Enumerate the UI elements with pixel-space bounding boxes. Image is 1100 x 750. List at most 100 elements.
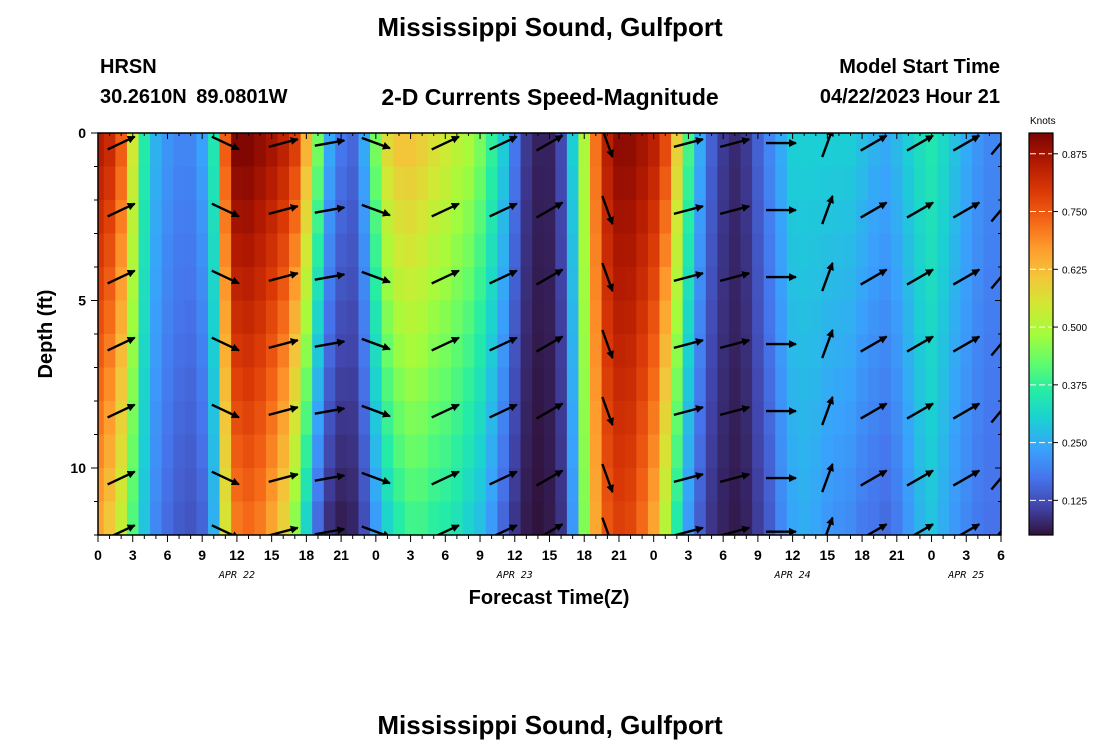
heatmap-cell <box>196 401 209 436</box>
heatmap-cell <box>358 166 371 201</box>
heatmap-cell <box>265 267 279 302</box>
heatmap-cell <box>474 401 487 436</box>
heatmap-cell <box>809 501 823 535</box>
heatmap-cell <box>879 166 892 201</box>
heatmap-cell <box>902 166 915 201</box>
heatmap-cell <box>138 468 151 503</box>
current-vector-arrow <box>211 202 240 218</box>
heatmap-cell <box>717 334 730 369</box>
heatmap-cell <box>312 434 325 469</box>
heatmap-cell <box>300 334 313 369</box>
heatmap-cell <box>659 334 672 369</box>
heatmap-cell <box>381 200 395 235</box>
heatmap-cell <box>833 300 846 335</box>
heatmap-cell <box>705 367 719 402</box>
heatmap-cell <box>207 200 221 235</box>
heatmap-cell <box>937 367 950 402</box>
heatmap-cell <box>694 133 707 168</box>
heatmap-cell <box>659 434 672 469</box>
heatmap-cell <box>983 300 997 335</box>
current-vector-arrow <box>314 405 346 415</box>
heatmap-cell <box>508 501 522 535</box>
heatmap-cell <box>590 434 603 469</box>
heatmap-cell <box>150 434 163 469</box>
heatmap-cell <box>451 300 464 335</box>
x-axis: 0 3 6 9 12 15 18 21 0 3 6 9 12 15 18 21 0 3 6 9 12 15 18 21 0 3 6 A… <box>94 133 1005 581</box>
heatmap-cell <box>265 468 279 503</box>
current-vector-arrow <box>268 271 299 283</box>
heatmap-cell <box>520 501 533 535</box>
heatmap-cell <box>115 267 128 302</box>
heatmap-cell <box>728 434 742 469</box>
heatmap-cell <box>404 367 418 402</box>
heatmap-cell <box>624 133 638 168</box>
heatmap-cell <box>161 334 175 369</box>
heatmap-cell <box>856 166 869 201</box>
heatmap-cell <box>752 334 765 369</box>
heatmap-cell <box>636 233 649 268</box>
heatmap-cell <box>427 401 441 436</box>
heatmap-cell <box>566 300 580 335</box>
heatmap-cell <box>717 233 730 268</box>
heatmap-cell <box>624 267 638 302</box>
current-vector-arrow <box>489 135 518 151</box>
heatmap-cell <box>740 267 753 302</box>
heatmap-cell <box>844 334 858 369</box>
heatmap-cell <box>404 233 418 268</box>
heatmap-cell <box>508 233 522 268</box>
heatmap-cell <box>891 501 904 535</box>
current-vector-arrow <box>314 271 346 281</box>
heatmap-cell <box>231 334 244 369</box>
heatmap-cell <box>103 133 117 168</box>
colorbar-tick-label: 0.875 <box>1062 150 1087 161</box>
heatmap-cell <box>497 501 510 535</box>
heatmap-cell <box>497 334 510 369</box>
heatmap-cell <box>925 166 939 201</box>
current-vector-arrow <box>493 524 518 535</box>
heatmap-cell <box>613 367 626 402</box>
heatmap-cell <box>231 367 244 402</box>
heatmap-cell <box>543 401 557 436</box>
heatmap-cell <box>867 434 881 469</box>
heatmap-cell <box>474 200 487 235</box>
heatmap-cell <box>485 401 499 436</box>
heatmap-cell <box>335 334 348 369</box>
current-vector-arrow <box>268 405 299 417</box>
current-vector-arrow <box>911 523 934 535</box>
heatmap-cell <box>543 300 557 335</box>
heatmap-cell <box>485 468 499 503</box>
current-vector-arrow <box>361 404 391 418</box>
heatmap-cell <box>115 501 128 535</box>
heatmap-cell <box>462 468 476 503</box>
heatmap-cell <box>323 300 337 335</box>
heatmap-cell <box>416 468 429 503</box>
heatmap-cell <box>300 501 313 535</box>
heatmap-cell <box>578 334 591 369</box>
heatmap-cell <box>937 133 950 168</box>
heatmap-cell <box>231 200 244 235</box>
heatmap-cell <box>914 468 927 503</box>
heatmap-cell <box>161 401 175 436</box>
heatmap-cell <box>300 401 313 436</box>
heatmap-cell <box>219 200 232 235</box>
heatmap-cell <box>636 434 649 469</box>
heatmap-cell <box>613 468 626 503</box>
heatmap-cell <box>439 267 452 302</box>
current-vector-arrow <box>990 476 1001 491</box>
heatmap-cell <box>150 300 163 335</box>
heatmap-cell <box>821 434 834 469</box>
heatmap-cell <box>520 434 533 469</box>
heatmap-cell <box>740 401 753 436</box>
heatmap-cell <box>370 200 383 235</box>
heatmap-cell <box>98 267 105 302</box>
heatmap-cell <box>219 501 232 535</box>
heatmap-cell <box>601 300 614 335</box>
heatmap-cell <box>289 166 302 201</box>
x-tick-label: 3 <box>407 547 415 563</box>
heatmap-cell <box>891 468 904 503</box>
heatmap-cell <box>277 300 290 335</box>
heatmap-cell <box>358 434 371 469</box>
heatmap-cell <box>346 401 360 436</box>
heatmap-cell <box>497 133 510 168</box>
heatmap-cell <box>578 133 591 168</box>
